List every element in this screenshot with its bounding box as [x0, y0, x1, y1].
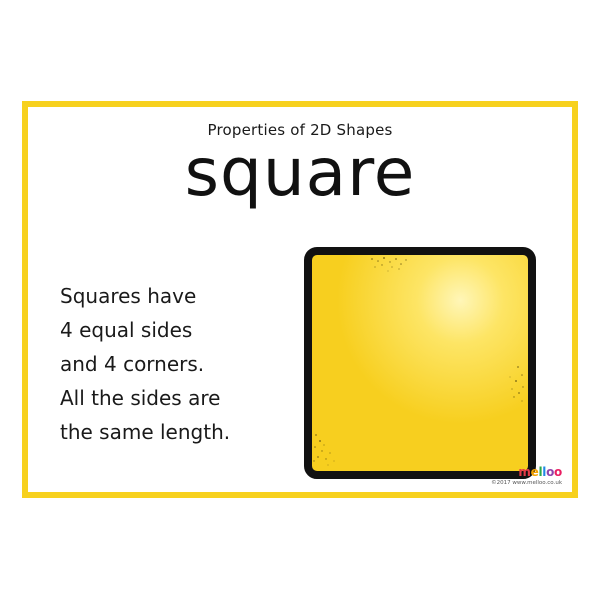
- description-line: All the sides are: [60, 386, 221, 410]
- description-line: the same length.: [60, 420, 231, 444]
- brand-logo-letter: l: [542, 465, 547, 479]
- brand-logo: melloo: [491, 466, 562, 478]
- description-line: 4 equal sides: [60, 318, 193, 342]
- brand-logo-letter: o: [546, 465, 555, 479]
- description-line: and 4 corners.: [60, 352, 205, 376]
- yellow-square-icon: [304, 247, 536, 479]
- poster-subtitle: Properties of 2D Shapes: [207, 121, 393, 139]
- brand-logo-letter: m: [518, 465, 531, 479]
- poster-card: Properties of 2D Shapes square Squares h…: [22, 101, 578, 498]
- brand-block: melloo ©2017 www.melloo.co.uk: [491, 466, 562, 486]
- square-shape: [304, 247, 536, 479]
- brand-logo-letter: l: [538, 465, 543, 479]
- description-line: Squares have: [60, 284, 197, 308]
- square-texture-speckles: [313, 257, 524, 466]
- copyright-text: ©2017 www.melloo.co.uk: [491, 480, 562, 486]
- brand-logo-letter: o: [554, 465, 562, 479]
- brand-logo-letter: e: [530, 465, 539, 479]
- shape-description: Squares have 4 equal sides and 4 corners…: [60, 279, 290, 449]
- poster-title: square: [184, 134, 416, 211]
